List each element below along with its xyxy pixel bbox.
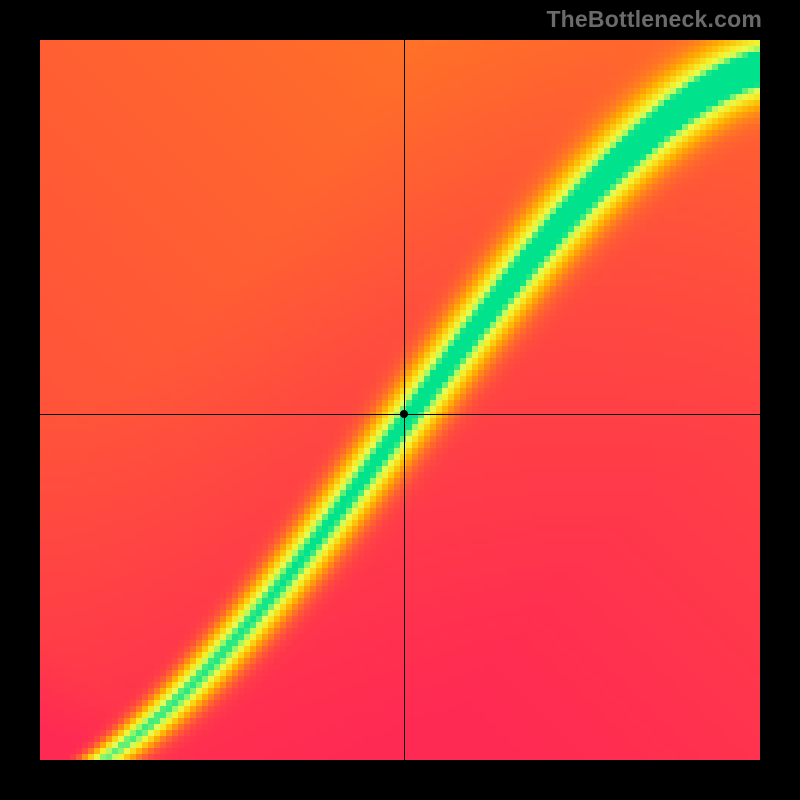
heatmap-canvas xyxy=(40,40,760,760)
plot-area xyxy=(40,40,760,760)
crosshair-vertical xyxy=(404,40,405,760)
center-marker xyxy=(400,410,408,418)
watermark-text: TheBottleneck.com xyxy=(546,6,762,33)
